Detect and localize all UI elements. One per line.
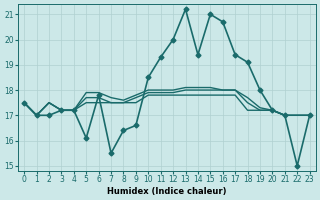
X-axis label: Humidex (Indice chaleur): Humidex (Indice chaleur) (107, 187, 227, 196)
